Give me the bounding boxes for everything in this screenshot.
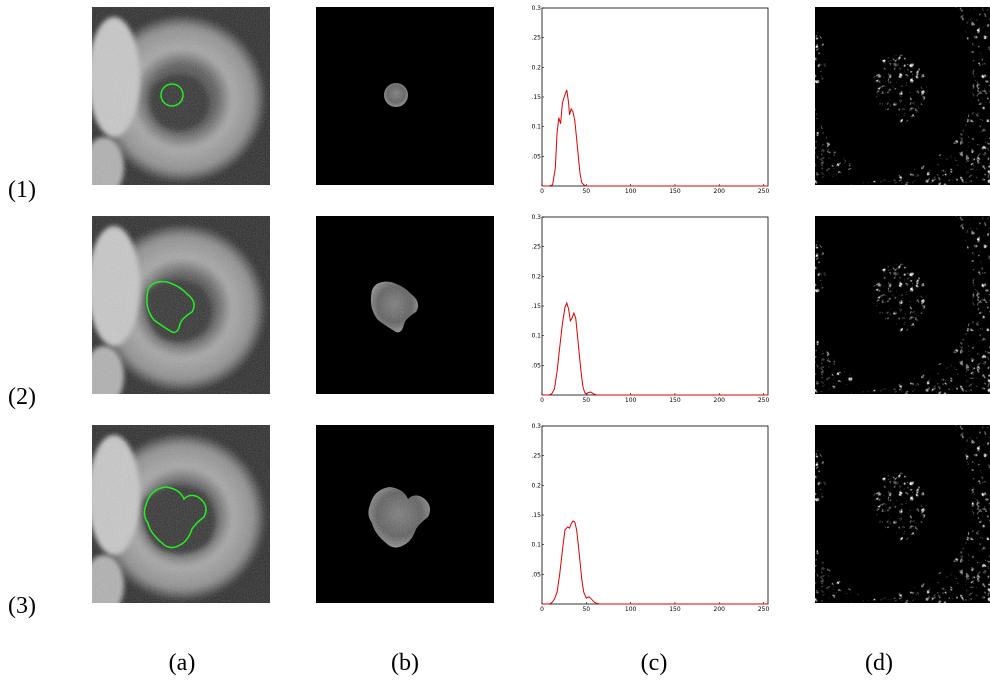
column-label-b: (b) xyxy=(391,650,419,676)
histogram-curve xyxy=(542,89,768,187)
x-tick-label: 0 xyxy=(540,188,544,194)
plot-frame xyxy=(541,216,769,396)
y-tick-label: 0.25 xyxy=(532,244,541,251)
roi-contour xyxy=(143,486,207,549)
x-tick-label: 200 xyxy=(714,606,726,612)
mri-image-row3 xyxy=(92,425,270,603)
y-tick-label: 0.3 xyxy=(532,214,541,221)
plot-frame xyxy=(541,7,769,187)
y-tick-label: 0.15 xyxy=(532,94,541,101)
y-tick-label: 0.2 xyxy=(532,482,541,489)
roi-contour xyxy=(146,280,195,334)
y-tick-label: 0.2 xyxy=(532,64,541,71)
row-label-2: (2) xyxy=(8,384,36,410)
mri-image-row1 xyxy=(92,7,270,185)
histogram-curve xyxy=(542,301,768,396)
x-tick-label: 250 xyxy=(758,397,770,403)
y-tick-label: 0.2 xyxy=(532,273,541,280)
row-label-1: (1) xyxy=(8,177,36,203)
x-tick-label: 100 xyxy=(625,188,637,194)
roi-image-row2 xyxy=(316,216,494,394)
y-tick-label: 0.3 xyxy=(532,423,541,430)
y-tick-label: 0.25 xyxy=(532,35,541,42)
y-tick-label: 0.05 xyxy=(532,362,541,369)
y-tick-label: 0.1 xyxy=(532,333,541,340)
histogram-row2: 0 50 100 150 200 250 0.05 0.1 0.15 0.2 0.25 0.3 xyxy=(532,213,772,403)
histogram-curve xyxy=(542,520,768,605)
y-tick-label: 0.05 xyxy=(532,571,541,578)
x-tick-label: 250 xyxy=(758,188,770,194)
y-tick-label: 0.3 xyxy=(532,5,541,12)
x-tick-label: 100 xyxy=(625,606,637,612)
y-tick-label: 0.1 xyxy=(532,542,541,549)
roi-image-row1 xyxy=(316,7,494,185)
x-tick-label: 150 xyxy=(669,397,681,403)
column-label-c: (c) xyxy=(640,650,668,676)
column-label-d: (d) xyxy=(865,650,893,676)
y-tick-label: 0.15 xyxy=(532,303,541,310)
column-label-a: (a) xyxy=(168,650,196,676)
x-tick-label: 250 xyxy=(758,606,770,612)
x-tick-label: 150 xyxy=(669,606,681,612)
plot-frame xyxy=(541,425,769,605)
x-tick-label: 0 xyxy=(540,606,544,612)
x-tick-label: 200 xyxy=(714,188,726,194)
mri-image-row2 xyxy=(92,216,270,394)
x-tick-label: 50 xyxy=(582,397,590,403)
x-tick-label: 0 xyxy=(540,397,544,403)
x-tick-label: 50 xyxy=(582,606,590,612)
y-tick-label: 0.15 xyxy=(532,512,541,519)
y-tick-label: 0.25 xyxy=(532,453,541,460)
roi-image-row3 xyxy=(316,425,494,603)
y-tick-label: 0.05 xyxy=(532,153,541,160)
x-tick-label: 50 xyxy=(582,188,590,194)
filtered-image-row2 xyxy=(815,216,990,394)
y-tick-label: 0.1 xyxy=(532,124,541,131)
roi-contour xyxy=(160,83,184,107)
filtered-image-row1 xyxy=(815,7,990,185)
x-tick-label: 200 xyxy=(714,397,726,403)
row-label-3: (3) xyxy=(8,593,36,619)
histogram-row1: 0 50 100 150 200 250 0.05 0.1 0.15 0.2 0.25 0.3 xyxy=(532,4,772,194)
x-tick-label: 150 xyxy=(669,188,681,194)
histogram-row3: 0 50 100 150 200 250 0.05 0.1 0.15 0.2 0.25 0.3 xyxy=(532,422,772,612)
x-tick-label: 100 xyxy=(625,397,637,403)
filtered-image-row3 xyxy=(815,425,990,603)
